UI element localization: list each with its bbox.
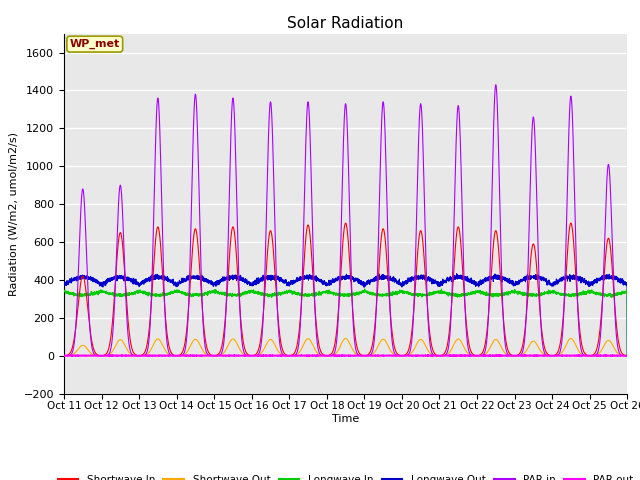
X-axis label: Time: Time bbox=[332, 414, 359, 424]
Text: WP_met: WP_met bbox=[70, 39, 120, 49]
Legend: Shortwave In, Shortwave Out, Longwave In, Longwave Out, PAR in, PAR out: Shortwave In, Shortwave Out, Longwave In… bbox=[53, 471, 638, 480]
Y-axis label: Radiation (W/m2, umol/m2/s): Radiation (W/m2, umol/m2/s) bbox=[8, 132, 18, 296]
Title: Solar Radiation: Solar Radiation bbox=[287, 16, 404, 31]
